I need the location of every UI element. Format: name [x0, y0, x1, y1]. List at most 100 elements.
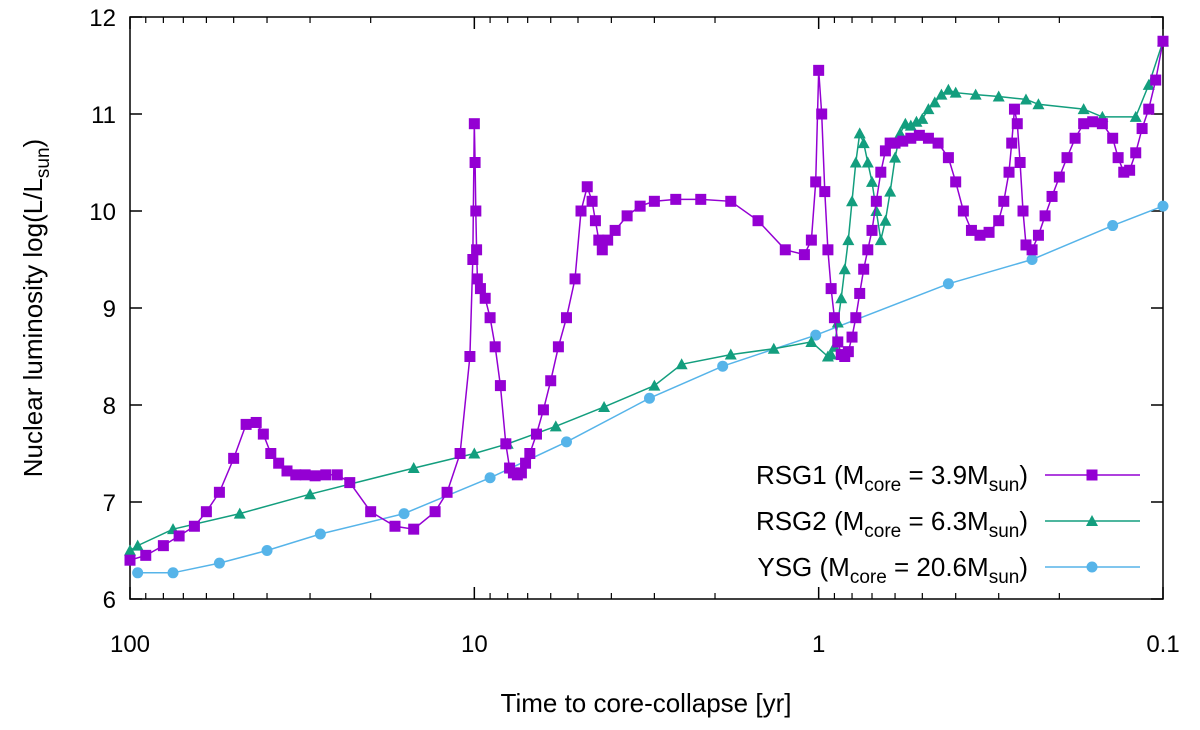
data-point-rsg1	[464, 351, 476, 362]
legend-text-part: RSG2 (M	[756, 506, 864, 536]
data-point-rsg2	[846, 195, 859, 207]
data-point-rsg1	[1061, 152, 1073, 164]
data-point-rsg2	[866, 175, 879, 187]
data-point-rsg1	[850, 312, 862, 324]
data-point-rsg1	[1143, 103, 1155, 115]
y-tick-label: 10	[89, 199, 116, 226]
data-point-rsg1	[813, 64, 825, 76]
data-point-rsg1	[173, 530, 185, 542]
data-point-rsg1	[805, 234, 817, 246]
data-point-rsg1	[974, 229, 986, 241]
data-point-rsg1	[1069, 132, 1081, 144]
data-point-rsg2	[304, 488, 317, 500]
data-point-rsg1	[634, 200, 646, 212]
legend-marker-ysg	[1086, 561, 1098, 573]
data-point-rsg1	[429, 506, 441, 518]
data-point-rsg1	[846, 331, 858, 343]
data-point-rsg1	[950, 176, 962, 188]
legend-marker-rsg1	[1086, 469, 1098, 481]
data-point-rsg2	[648, 379, 661, 391]
data-point-rsg1	[515, 467, 527, 479]
data-point-rsg2	[1142, 78, 1155, 90]
data-point-rsg2	[969, 88, 982, 100]
data-point-rsg1	[1014, 157, 1026, 168]
data-point-rsg2	[870, 205, 883, 216]
data-point-rsg1	[1078, 118, 1090, 130]
y-tick-label: 8	[103, 393, 116, 420]
legend-text-part: sun	[989, 567, 1020, 588]
legend-label-ysg: YSG (Mcore = 20.6Msun)	[757, 552, 1028, 588]
data-point-rsg2	[835, 292, 848, 304]
data-point-rsg1	[862, 244, 874, 256]
data-point-ysg	[810, 329, 822, 341]
data-point-rsg2	[942, 83, 955, 95]
data-point-rsg2	[928, 96, 941, 108]
series-layer	[124, 35, 1169, 579]
data-point-rsg2	[1032, 98, 1045, 110]
data-point-rsg1	[879, 145, 891, 157]
data-point-ysg	[314, 528, 326, 540]
data-point-rsg1	[905, 132, 917, 144]
data-point-ysg	[1157, 200, 1169, 212]
axis-ticks: 100 10 1 0.1 6 7 8 9 10 11 12	[89, 5, 1179, 658]
data-point-rsg1	[602, 234, 614, 246]
data-point-rsg1	[240, 418, 252, 430]
data-point-rsg1	[389, 520, 401, 532]
data-point-rsg1	[250, 416, 262, 428]
data-point-rsg1	[500, 438, 512, 450]
data-point-ysg	[560, 436, 572, 448]
data-point-rsg1	[875, 166, 887, 178]
data-point-rsg1	[331, 469, 343, 481]
data-point-rsg2	[131, 539, 144, 551]
data-point-rsg2	[853, 127, 866, 139]
data-point-rsg1	[489, 341, 501, 353]
data-point-rsg1	[581, 181, 593, 193]
data-point-rsg1	[441, 486, 453, 498]
data-point-rsg1	[842, 346, 854, 358]
plot-frame	[129, 16, 1164, 600]
data-point-rsg1	[1087, 116, 1099, 128]
data-point-rsg1	[1112, 152, 1124, 164]
data-point-rsg1	[858, 263, 870, 275]
data-point-rsg1	[798, 249, 810, 261]
data-point-rsg2	[874, 234, 887, 246]
data-point-rsg1	[932, 137, 944, 149]
data-point-ysg	[1026, 254, 1038, 265]
data-point-rsg1	[1096, 118, 1108, 130]
legend-text-part: sun	[989, 475, 1020, 496]
data-point-rsg2	[407, 462, 420, 474]
series-rsg1	[124, 35, 1169, 566]
data-point-rsg1	[998, 195, 1010, 207]
data-point-rsg2	[767, 342, 780, 354]
data-point-ysg	[213, 557, 225, 569]
data-point-rsg1	[752, 215, 764, 227]
data-point-rsg1	[344, 477, 356, 489]
data-point-rsg1	[545, 375, 557, 387]
data-point-ysg	[484, 472, 496, 484]
legend-text-part: sun	[989, 521, 1020, 542]
y-tick-label: 12	[89, 5, 116, 32]
y-axis-title-main: Nuclear luminosity log(L/L	[18, 178, 48, 477]
data-point-rsg2	[849, 156, 862, 168]
data-point-rsg1	[471, 273, 483, 285]
data-point-rsg1	[467, 254, 479, 265]
y-axis-title-sub: sun	[33, 147, 54, 178]
data-point-rsg1	[228, 452, 240, 464]
data-point-rsg1	[468, 118, 480, 130]
data-point-rsg1	[816, 108, 828, 120]
data-point-rsg1	[1118, 166, 1130, 178]
data-point-rsg1	[569, 273, 581, 285]
data-point-rsg1	[408, 523, 420, 535]
data-point-rsg1	[832, 336, 844, 348]
data-point-rsg1	[670, 193, 682, 205]
data-point-rsg2	[675, 358, 688, 370]
data-point-rsg1	[213, 486, 225, 498]
data-point-rsg1	[828, 312, 840, 324]
data-point-rsg1	[589, 215, 601, 227]
data-point-rsg1	[140, 549, 152, 561]
data-point-rsg1	[281, 465, 293, 477]
data-point-rsg1	[470, 205, 482, 217]
x-tick-label: 10	[461, 631, 488, 658]
data-point-ysg	[717, 360, 729, 372]
